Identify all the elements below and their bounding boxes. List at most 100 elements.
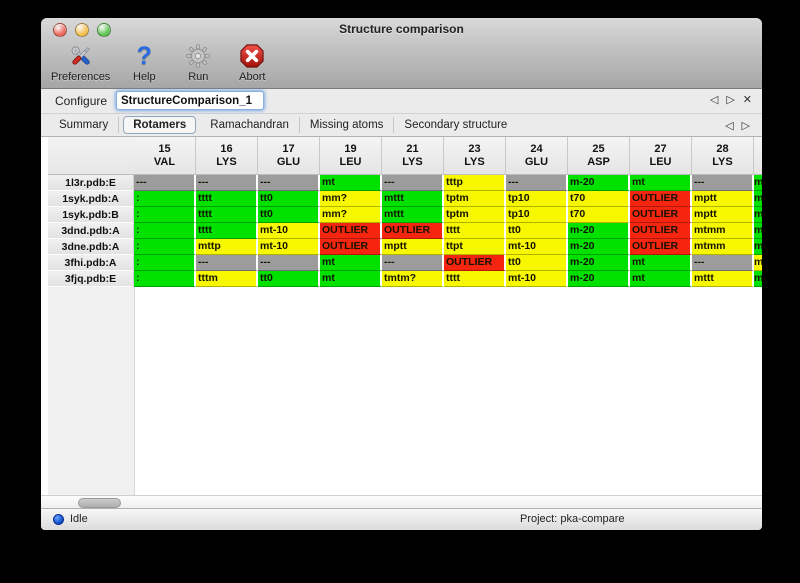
- rotamer-cell[interactable]: :: [134, 207, 196, 223]
- nav-back-icon[interactable]: ◁: [709, 94, 719, 106]
- rotamer-cell-partial[interactable]: m: [754, 207, 762, 223]
- rotamer-cell[interactable]: tp10: [506, 207, 568, 223]
- rotamer-cell[interactable]: mt: [630, 175, 692, 191]
- rotamer-cell[interactable]: ---: [382, 175, 444, 191]
- rotamer-cell[interactable]: tt0: [258, 207, 320, 223]
- rotamer-cell[interactable]: OUTLIER: [630, 239, 692, 255]
- rotamer-cell[interactable]: tt0: [258, 271, 320, 287]
- nav-forward-icon[interactable]: ▷: [726, 94, 735, 106]
- rotamer-cell[interactable]: tttt: [196, 223, 258, 239]
- rotamer-cell[interactable]: mt-10: [506, 239, 568, 255]
- row-label[interactable]: 3dnd.pdb:A: [48, 223, 134, 239]
- rotamer-cell[interactable]: OUTLIER: [320, 239, 382, 255]
- rotamer-cell[interactable]: OUTLIER: [630, 223, 692, 239]
- rotamer-cell[interactable]: mptt: [692, 191, 754, 207]
- rotamer-cell[interactable]: tt0: [506, 255, 568, 271]
- rotamer-cell[interactable]: tttt: [444, 271, 506, 287]
- rotamer-cell[interactable]: tttt: [196, 207, 258, 223]
- rotamer-cell[interactable]: mt-10: [506, 271, 568, 287]
- rotamer-cell[interactable]: OUTLIER: [630, 191, 692, 207]
- rotamer-cell[interactable]: tttt: [196, 191, 258, 207]
- tab-ramachandran[interactable]: Ramachandran: [200, 117, 300, 133]
- rotamer-cell-partial[interactable]: m: [754, 271, 762, 287]
- rotamer-cell[interactable]: :: [134, 239, 196, 255]
- tab-rotamers[interactable]: Rotamers: [123, 116, 197, 134]
- rotamer-cell[interactable]: mt: [630, 255, 692, 271]
- help-button[interactable]: ? Help: [124, 42, 164, 83]
- row-label[interactable]: 3fjq.pdb:E: [48, 271, 134, 287]
- rotamer-cell[interactable]: tt0: [506, 223, 568, 239]
- rotamer-cell[interactable]: ---: [258, 255, 320, 271]
- tabs-forward-icon[interactable]: ▷: [741, 120, 750, 132]
- row-label[interactable]: 1syk.pdb:B: [48, 207, 134, 223]
- tab-secondary-structure[interactable]: Secondary structure: [404, 119, 508, 131]
- rotamer-cell[interactable]: mt: [320, 255, 382, 271]
- column-header-25[interactable]: 25 ASP: [568, 137, 630, 175]
- rotamer-cell[interactable]: mptt: [692, 207, 754, 223]
- close-window-button[interactable]: [53, 23, 67, 37]
- rotamer-cell[interactable]: tptm: [444, 191, 506, 207]
- configure-input[interactable]: [116, 91, 264, 110]
- column-header-24[interactable]: 24 GLU: [506, 137, 568, 175]
- column-header-23[interactable]: 23 LYS: [444, 137, 506, 175]
- rotamer-cell[interactable]: mtmm: [692, 223, 754, 239]
- tabs-back-icon[interactable]: ◁: [725, 120, 734, 132]
- row-label[interactable]: 3fhi.pdb:A: [48, 255, 134, 271]
- rotamer-cell[interactable]: mttt: [382, 191, 444, 207]
- rotamer-cell[interactable]: :: [134, 255, 196, 271]
- rotamer-cell[interactable]: OUTLIER: [630, 207, 692, 223]
- rotamer-cell[interactable]: OUTLIER: [382, 223, 444, 239]
- rotamer-cell[interactable]: ---: [134, 175, 196, 191]
- rotamer-cell[interactable]: ---: [258, 175, 320, 191]
- column-header-15[interactable]: 15 VAL: [134, 137, 196, 175]
- rotamer-cell[interactable]: m-20: [568, 175, 630, 191]
- close-view-icon[interactable]: ✕: [742, 94, 752, 106]
- titlebar[interactable]: Structure comparison: [41, 18, 762, 40]
- minimize-window-button[interactable]: [75, 23, 89, 37]
- rotamer-cell[interactable]: m-20: [568, 239, 630, 255]
- column-header-28[interactable]: 28 LYS: [692, 137, 754, 175]
- rotamer-cell[interactable]: mptt: [382, 239, 444, 255]
- rotamer-cell[interactable]: tptm: [444, 207, 506, 223]
- column-header-17[interactable]: 17 GLU: [258, 137, 320, 175]
- column-header-21[interactable]: 21 LYS: [382, 137, 444, 175]
- rotamer-cell[interactable]: mttt: [692, 271, 754, 287]
- rotamer-cell[interactable]: m-20: [568, 271, 630, 287]
- abort-button[interactable]: Abort: [232, 42, 272, 83]
- rotamer-cell[interactable]: tttt: [444, 223, 506, 239]
- column-header-27[interactable]: 27 LEU: [630, 137, 692, 175]
- rotamer-cell[interactable]: mt: [320, 271, 382, 287]
- rotamer-cell[interactable]: OUTLIER: [320, 223, 382, 239]
- row-label[interactable]: 1l3r.pdb:E: [48, 175, 134, 191]
- rotamer-cell-partial[interactable]: m: [754, 175, 762, 191]
- row-label[interactable]: 1syk.pdb:A: [48, 191, 134, 207]
- rotamer-cell-partial[interactable]: m: [754, 223, 762, 239]
- row-label[interactable]: 3dne.pdb:A: [48, 239, 134, 255]
- preferences-button[interactable]: Preferences: [51, 42, 110, 83]
- tab-missing-atoms[interactable]: Missing atoms: [300, 117, 395, 133]
- rotamer-cell[interactable]: m-20: [568, 223, 630, 239]
- zoom-window-button[interactable]: [97, 23, 111, 37]
- rotamer-cell[interactable]: ---: [692, 255, 754, 271]
- tab-summary[interactable]: Summary: [49, 117, 120, 133]
- rotamer-cell[interactable]: mm?: [320, 207, 382, 223]
- rotamer-cell[interactable]: ---: [196, 175, 258, 191]
- column-header-19[interactable]: 19 LEU: [320, 137, 382, 175]
- rotamer-cell[interactable]: ---: [382, 255, 444, 271]
- rotamer-cell[interactable]: mt: [630, 271, 692, 287]
- rotamer-cell[interactable]: :: [134, 223, 196, 239]
- rotamer-cell[interactable]: t70: [568, 191, 630, 207]
- rotamer-cell[interactable]: :: [134, 191, 196, 207]
- rotamer-cell[interactable]: ---: [196, 255, 258, 271]
- rotamer-cell[interactable]: tttm: [196, 271, 258, 287]
- rotamer-cell[interactable]: OUTLIER: [444, 255, 506, 271]
- rotamer-cell[interactable]: tmtm?: [382, 271, 444, 287]
- rotamer-cell[interactable]: mt-10: [258, 239, 320, 255]
- rotamer-cell[interactable]: mttt: [382, 207, 444, 223]
- rotamer-cell[interactable]: :: [134, 271, 196, 287]
- rotamer-cell[interactable]: tt0: [258, 191, 320, 207]
- rotamer-cell-partial[interactable]: m: [754, 239, 762, 255]
- rotamer-cell[interactable]: mm?: [320, 191, 382, 207]
- horizontal-scrollbar-thumb[interactable]: [78, 498, 121, 508]
- rotamer-cell[interactable]: mt-10: [258, 223, 320, 239]
